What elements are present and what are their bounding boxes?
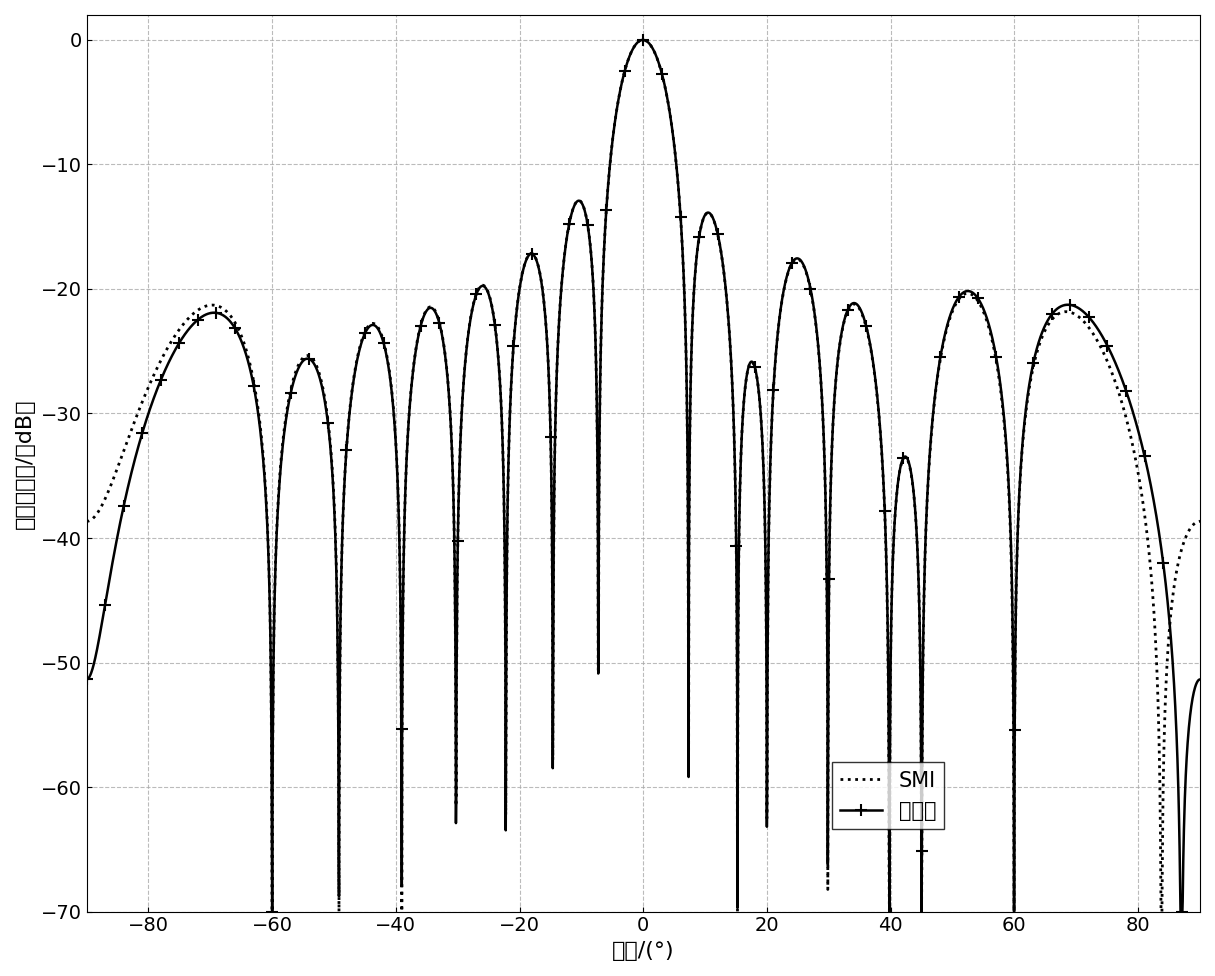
SMI bbox=[318, 396, 333, 408]
Line: SMI: SMI bbox=[86, 40, 1200, 912]
SMI bbox=[773, 309, 787, 321]
本发明 bbox=[753, 404, 768, 416]
本发明 bbox=[1087, 319, 1102, 331]
本发明 bbox=[773, 309, 787, 321]
本发明 bbox=[1192, 673, 1206, 685]
SMI bbox=[79, 515, 94, 527]
本发明 bbox=[79, 673, 94, 685]
SMI bbox=[1193, 515, 1208, 527]
Legend: SMI, 本发明: SMI, 本发明 bbox=[832, 762, 944, 830]
SMI bbox=[265, 906, 279, 917]
SMI bbox=[753, 404, 768, 416]
SMI bbox=[635, 34, 650, 46]
X-axis label: 角度/(°): 角度/(°) bbox=[612, 941, 674, 961]
Y-axis label: 归一化增益/（dB）: 归一化增益/（dB） bbox=[15, 398, 35, 529]
SMI bbox=[1192, 515, 1206, 527]
本发明 bbox=[635, 34, 650, 46]
Line: 本发明: 本发明 bbox=[81, 34, 1205, 917]
SMI bbox=[390, 478, 405, 490]
SMI bbox=[1087, 331, 1102, 343]
本发明 bbox=[1193, 673, 1208, 685]
本发明 bbox=[265, 906, 279, 917]
本发明 bbox=[318, 399, 333, 411]
本发明 bbox=[390, 480, 405, 492]
